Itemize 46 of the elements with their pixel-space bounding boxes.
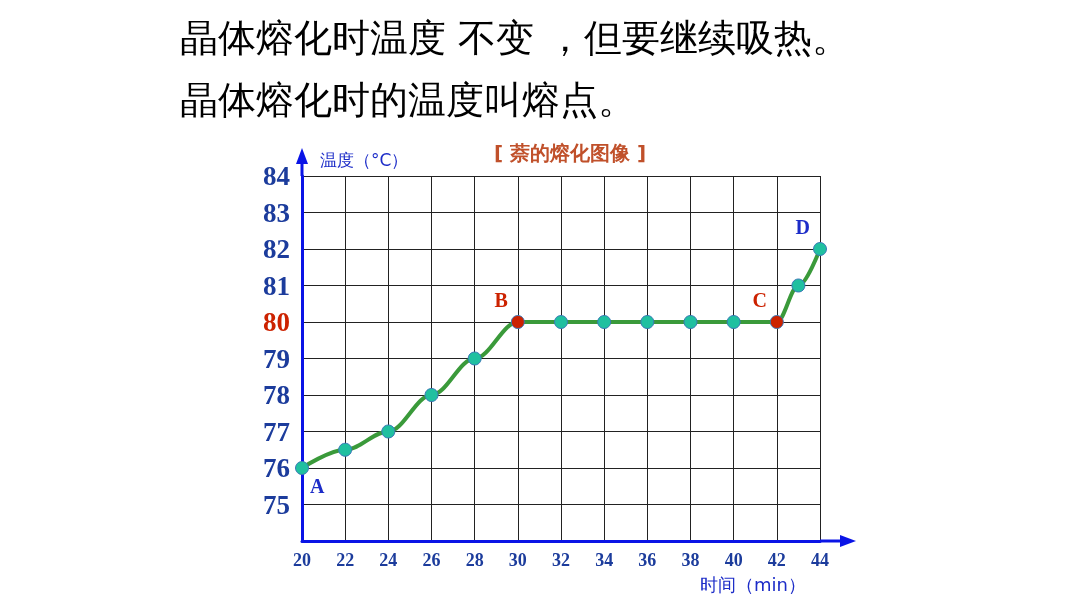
- x-tick-label: 34: [595, 550, 614, 570]
- text: 晶体熔化时温度 不变 ，但要继续吸热。: [180, 16, 851, 60]
- y-tick-label: 78: [263, 380, 290, 410]
- point: [554, 315, 568, 329]
- x-tick-label: 36: [638, 550, 657, 570]
- point: [769, 315, 784, 329]
- point: [381, 424, 396, 439]
- text: 晶体熔化时的温度叫熔点。: [180, 78, 636, 122]
- point: [510, 315, 525, 329]
- annotation: B: [494, 289, 508, 311]
- x-tick-label: 32: [552, 550, 570, 570]
- y-tick-label: 84: [263, 161, 290, 191]
- y-tick-label: 81: [263, 270, 290, 301]
- point: [467, 351, 482, 366]
- x-tick-label: 26: [422, 550, 441, 570]
- point: [597, 315, 612, 329]
- x-tick-label: 40: [724, 550, 743, 570]
- y-tick-label: 82: [263, 234, 290, 264]
- y-axis-title: 温度（°C）: [320, 149, 409, 170]
- x-tick-label: 42: [767, 550, 786, 570]
- point: [295, 461, 309, 475]
- x-tick-label: 44: [811, 550, 829, 570]
- point: [726, 315, 741, 329]
- x-axis-title: 时间（min）: [700, 573, 806, 595]
- y-tick-label: 83: [263, 197, 290, 228]
- x-tick-label: 30: [508, 550, 527, 570]
- y-tick-label: 77: [263, 416, 290, 447]
- annotation: A: [310, 475, 325, 497]
- y-tick-label: 79: [263, 343, 290, 374]
- x-tick-label: 28: [465, 550, 484, 570]
- y-tick-label: 80: [263, 307, 290, 337]
- annotation: C: [752, 289, 767, 311]
- point: [683, 315, 698, 329]
- point: [424, 388, 439, 402]
- y-tick-label: 76: [263, 453, 290, 483]
- annotation: D: [795, 216, 810, 238]
- point: [791, 278, 806, 293]
- point: [338, 442, 353, 457]
- x-tick-label: 20: [293, 550, 311, 570]
- point: [813, 242, 827, 256]
- x-tick-label: 24: [379, 550, 398, 570]
- point: [640, 315, 655, 329]
- x-tick-label: 22: [336, 550, 355, 570]
- x-tick-label: 38: [681, 550, 700, 570]
- chart-title: [ 萘的熔化图像 ]: [493, 141, 647, 165]
- y-tick-label: 75: [263, 489, 290, 520]
